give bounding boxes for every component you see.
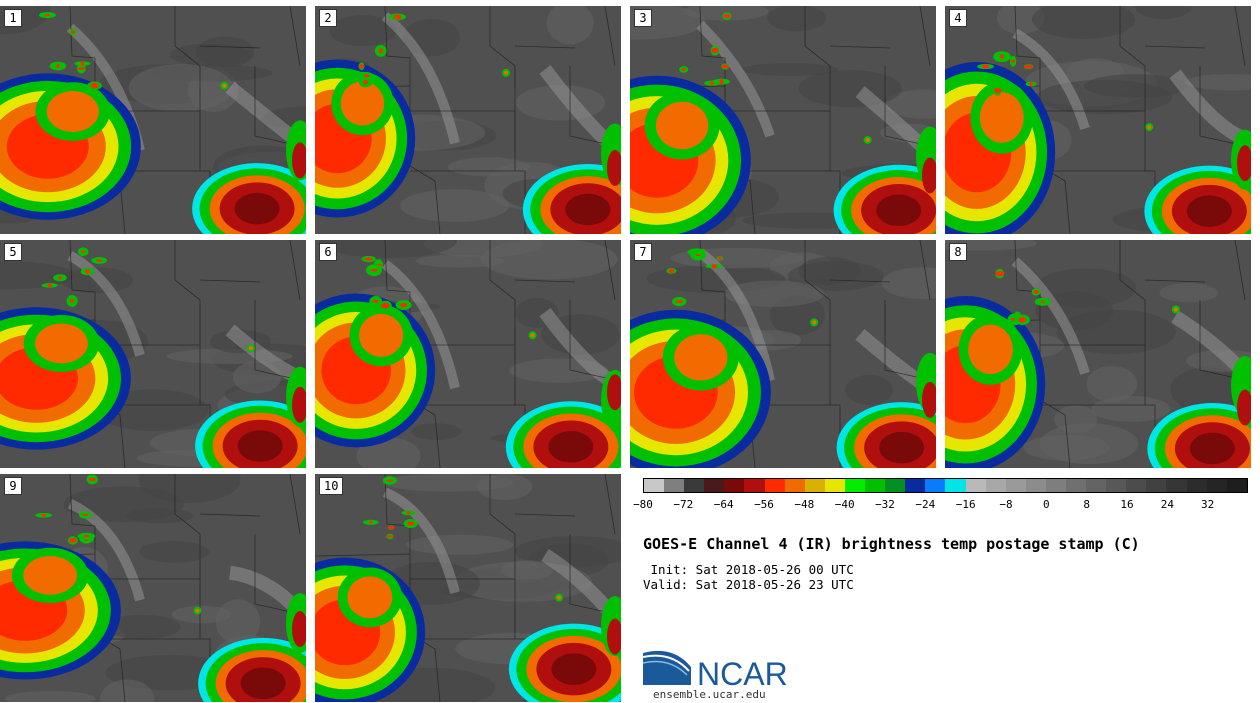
postage-stamp-panel: 9 (0, 474, 306, 702)
colorbar-swatch (784, 479, 805, 492)
colorbar-swatch (664, 479, 685, 492)
ir-map (315, 6, 621, 234)
ncar-logo-text: NCAR (697, 656, 788, 692)
panel-member-number: 4 (949, 9, 967, 27)
colorbar-swatch (1186, 479, 1207, 492)
colorbar-swatch (905, 479, 926, 492)
panel-member-number: 8 (949, 243, 967, 261)
colorbar-tick-label: 32 (1201, 498, 1215, 511)
colorbar-tick-label: −40 (834, 498, 855, 511)
panel-member-number: 3 (634, 9, 652, 27)
colorbar-swatch (1025, 479, 1046, 492)
colorbar-swatch (925, 479, 946, 492)
colorbar-tick-label: −24 (915, 498, 936, 511)
colorbar-swatch (1065, 479, 1087, 492)
valid-time: Valid: Sat 2018-05-26 23 UTC (643, 577, 854, 592)
postage-stamp-panel: 6 (315, 240, 621, 468)
postage-stamp-panel: 1 (0, 6, 306, 234)
panel-member-number: 1 (4, 9, 22, 27)
colorbar (643, 478, 1248, 493)
colorbar-tick-label: 0 (1043, 498, 1050, 511)
ir-map (0, 240, 306, 468)
postage-stamp-panel: 4 (945, 6, 1251, 234)
panel-member-number: 5 (4, 243, 22, 261)
colorbar-swatch (1226, 479, 1247, 492)
ncar-logo: NCAR (643, 650, 788, 692)
colorbar-swatch (1005, 479, 1026, 492)
colorbar-swatch (1126, 479, 1147, 492)
colorbar-swatch (1166, 479, 1187, 492)
panel-member-number: 7 (634, 243, 652, 261)
logo-url: ensemble.ucar.edu (653, 688, 766, 701)
ir-map (0, 474, 306, 702)
colorbar-swatch (945, 479, 966, 492)
colorbar-swatch (865, 479, 886, 492)
colorbar-swatch (965, 479, 986, 492)
ir-map (0, 6, 306, 234)
ir-map (315, 240, 621, 468)
colorbar-swatch (644, 479, 665, 492)
init-time: Init: Sat 2018-05-26 00 UTC (643, 562, 854, 577)
colorbar-tick-label: 24 (1160, 498, 1174, 511)
colorbar-swatch (724, 479, 745, 492)
panel-member-number: 2 (319, 9, 337, 27)
colorbar-swatch (1045, 479, 1066, 492)
figure-title: GOES-E Channel 4 (IR) brightness temp po… (643, 535, 1140, 553)
colorbar-swatch (1106, 479, 1127, 492)
colorbar-tick-label: −56 (754, 498, 774, 511)
ir-map (315, 474, 621, 702)
colorbar-swatch (744, 479, 765, 492)
colorbar-swatch (1146, 479, 1167, 492)
colorbar-tick-label: −32 (875, 498, 895, 511)
postage-stamp-panel: 10 (315, 474, 621, 702)
panel-member-number: 6 (319, 243, 337, 261)
colorbar-swatch (844, 479, 866, 492)
colorbar-tick-label: −48 (794, 498, 815, 511)
postage-stamp-panel: 7 (630, 240, 936, 468)
postage-stamp-panel: 3 (630, 6, 936, 234)
colorbar-swatch (1206, 479, 1227, 492)
colorbar-tick-label: 8 (1083, 498, 1090, 511)
ir-map (630, 240, 936, 468)
ir-map (945, 240, 1251, 468)
colorbar-ticks: −80 −72 −64 −56 −48 −40 −32 −24 −16 −8 0 8 16 24 32 (633, 496, 1248, 512)
panel-member-number: 9 (4, 477, 22, 495)
colorbar-swatch (684, 479, 705, 492)
colorbar-tick-label: −8 (999, 498, 1013, 511)
colorbar-swatch (824, 479, 845, 492)
colorbar-tick-label: 16 (1120, 498, 1134, 511)
postage-stamp-panel: 8 (945, 240, 1251, 468)
colorbar-swatch (764, 479, 785, 492)
colorbar-tick-label: −16 (955, 498, 976, 511)
colorbar-swatch (704, 479, 725, 492)
colorbar-swatch (885, 479, 906, 492)
panel-member-number: 10 (319, 477, 344, 495)
colorbar-tick-label: −64 (713, 498, 734, 511)
postage-stamp-panel: 2 (315, 6, 621, 234)
ir-map (945, 6, 1251, 234)
ir-map (630, 6, 936, 234)
colorbar-swatch (804, 479, 825, 492)
colorbar-swatch (1086, 479, 1107, 492)
colorbar-swatch (985, 479, 1006, 492)
colorbar-tick-label: −80 (633, 498, 653, 511)
postage-stamp-panel: 5 (0, 240, 306, 468)
colorbar-tick-label: −72 (673, 498, 694, 511)
